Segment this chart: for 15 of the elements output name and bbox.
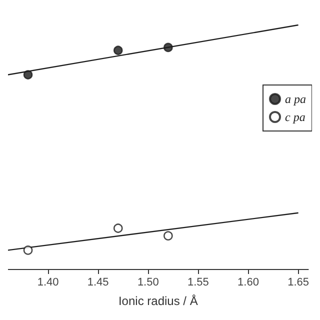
x-tick-label: 1.40 xyxy=(37,276,59,288)
point xyxy=(23,70,33,80)
x-tick-label: 1.65 xyxy=(288,276,310,288)
x-axis-title: Ionic radius / Å xyxy=(118,294,198,308)
point xyxy=(113,224,123,233)
point xyxy=(164,231,173,240)
x-tick-label: 1.50 xyxy=(137,276,159,288)
x-tick-label: 1.55 xyxy=(187,276,209,288)
x-tick-label: 1.60 xyxy=(238,276,259,288)
point xyxy=(113,46,123,56)
point xyxy=(164,42,173,52)
point xyxy=(23,246,33,255)
legend-label: a pa xyxy=(285,92,306,106)
legend-label: c pa xyxy=(285,110,306,124)
x-tick-label: 1.45 xyxy=(87,276,109,288)
